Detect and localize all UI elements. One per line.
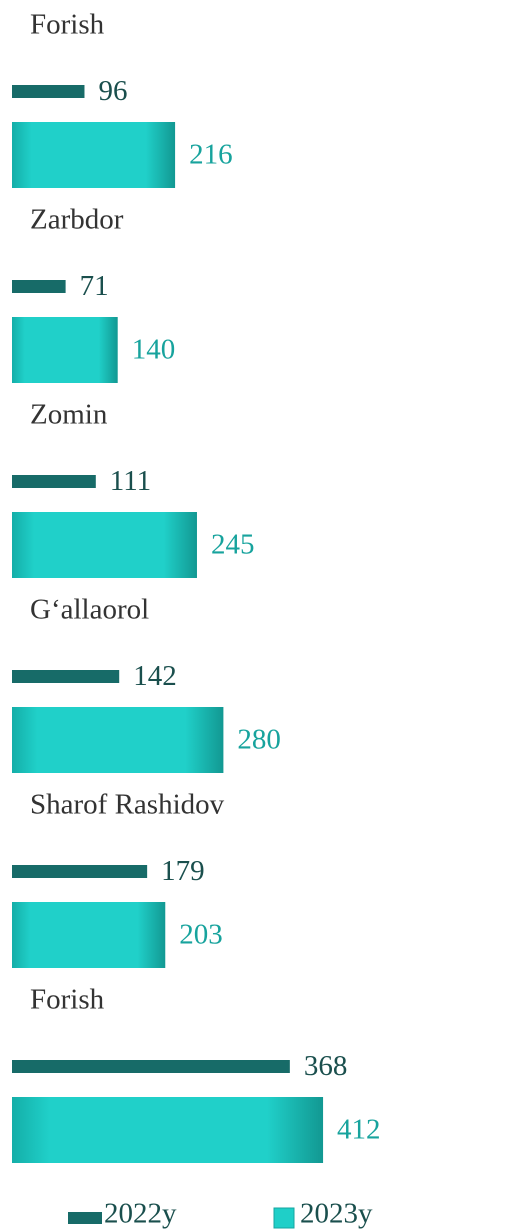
- bar: [12, 902, 166, 968]
- data-label: 203: [179, 919, 223, 951]
- bar: [12, 512, 197, 578]
- category-label: Sharof Rashidov: [30, 789, 225, 821]
- data-label: 216: [189, 139, 233, 171]
- category-label: Zomin: [30, 399, 108, 431]
- bar: [12, 475, 96, 488]
- data-label: 96: [98, 75, 127, 107]
- category-label: G‘allaorol: [30, 594, 149, 626]
- category-label: Forish: [30, 984, 105, 1016]
- legend-label: 2023y: [300, 1198, 373, 1230]
- category-label: Zarbdor: [30, 204, 124, 236]
- legend-swatch: [273, 1207, 295, 1229]
- bar: [12, 1097, 324, 1163]
- legend-swatch: [68, 1212, 102, 1224]
- bar: [12, 280, 66, 293]
- bar: [12, 1060, 290, 1073]
- data-label: 140: [132, 334, 176, 366]
- data-label: 245: [211, 529, 255, 561]
- bar: [12, 85, 85, 98]
- bar: [12, 865, 148, 878]
- category-label: Forish: [30, 9, 105, 41]
- data-label: 179: [161, 855, 205, 887]
- bar: [12, 670, 120, 683]
- legend-label: 2022y: [104, 1198, 177, 1230]
- bar: [12, 317, 118, 383]
- data-label: 111: [110, 465, 151, 497]
- data-label: 412: [337, 1114, 381, 1146]
- bar: [12, 707, 224, 773]
- bar: [12, 122, 176, 188]
- data-label: 368: [304, 1050, 348, 1082]
- data-label: 142: [133, 660, 177, 692]
- data-label: 280: [237, 724, 281, 756]
- data-label: 71: [80, 270, 109, 302]
